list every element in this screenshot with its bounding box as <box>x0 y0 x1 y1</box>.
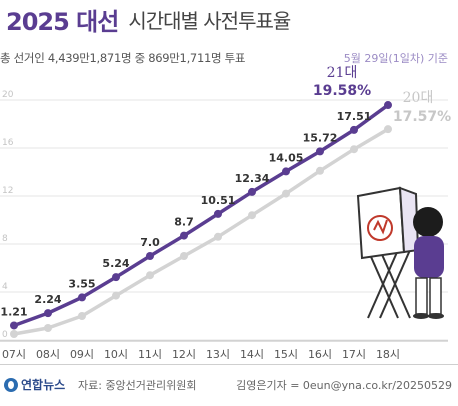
series-20-point <box>44 324 52 332</box>
series-20-end-value: 17.57% <box>393 109 451 125</box>
voting-booth-illustration <box>356 186 444 319</box>
y-tick-label: 8 <box>2 234 8 244</box>
x-tick-label: 14시 <box>240 348 264 361</box>
series-21-point <box>180 231 188 240</box>
series-21-point <box>214 209 222 218</box>
headline: 2025 대선 <box>6 7 119 36</box>
series-20-point <box>316 166 324 175</box>
series-21-point <box>78 293 86 302</box>
y-tick-label: 20 <box>2 90 14 100</box>
y-tick-label: 0 <box>2 330 8 340</box>
x-tick-label: 13시 <box>206 348 230 361</box>
series-21-data-label: 5.24 <box>102 257 129 270</box>
label-layer: 1.21 2.24 3.55 5.24 7.0 8.7 10.51 12.34 14.05 15.… <box>0 65 451 318</box>
x-tick-label: 17시 <box>342 348 366 361</box>
series-20-point <box>112 291 120 300</box>
yonhap-logo-icon <box>4 377 18 392</box>
subhead: 시간대별 사전투표율 <box>128 8 291 33</box>
x-tick-label: 07시 <box>2 348 26 361</box>
series-20-point <box>180 252 188 260</box>
x-axis: 07시 08시 09시 10시 11시 12시 13시 14시 15시 16시 17시 18시 <box>0 340 448 361</box>
series-20-point <box>10 330 18 338</box>
as-of-note: 5월 29일(1일차) 기준 <box>343 52 448 65</box>
series-21-data-label: 10.51 <box>201 194 236 207</box>
series-21-data-label: 7.0 <box>140 236 160 249</box>
series-21-point <box>146 252 154 260</box>
x-tick-label: 18시 <box>376 348 400 361</box>
series-20-point <box>78 312 86 320</box>
series-21-point <box>112 273 120 282</box>
x-tick-label: 15시 <box>274 348 298 361</box>
series-20-name: 20대 <box>403 90 434 106</box>
x-tick-label: 10시 <box>104 348 128 361</box>
turnout-line-chart: 0 4 8 12 16 20 1.21 2.24 3.55 5.24 7.0 8.7 10.51 12.… <box>0 65 451 361</box>
footer: 연합뉴스 자료: 중앙선거관리위원회 김영은기자 = 0eun@yna.co.k… <box>0 364 458 406</box>
series-20-line <box>13 127 389 336</box>
turnout-summary: 총 선거인 4,439만1,871명 중 869만1,711명 투표 <box>0 51 246 65</box>
y-tick-label: 12 <box>2 186 13 196</box>
series-20-point <box>384 125 392 134</box>
series-21-data-label: 15.72 <box>303 131 338 144</box>
x-tick-label: 08시 <box>36 348 60 361</box>
x-tick-label: 16시 <box>308 348 332 361</box>
series-20-point <box>248 211 256 220</box>
series-21-data-label: 3.55 <box>68 277 95 290</box>
data-source: 자료: 중앙선거관리위원회 <box>78 379 197 392</box>
series-21-data-label: 2.24 <box>34 293 61 306</box>
series-21-line <box>13 103 390 328</box>
series-21-data-label: 8.7 <box>174 216 194 229</box>
series-21-data-label: 14.05 <box>269 151 304 164</box>
series-21-data-label: 1.21 <box>0 305 27 318</box>
series-20-point <box>214 232 222 241</box>
title-line: 2025 대선 시간대별 사전투표율 <box>6 2 291 36</box>
x-tick-label: 09시 <box>70 348 94 361</box>
series-21-point <box>350 125 358 134</box>
series-21-point <box>316 147 324 156</box>
series-21-end-value: 19.58% <box>313 83 371 99</box>
brand-logo: 연합뉴스 <box>4 376 65 393</box>
brand-name: 연합뉴스 <box>21 378 66 392</box>
y-tick-label: 16 <box>2 138 14 148</box>
series-21-data-label: 17.51 <box>337 110 372 123</box>
credit-line: 김영은기자 = 0eun@yna.co.kr/20250529 <box>236 379 452 392</box>
series-20-point <box>146 271 154 280</box>
series-20-point <box>282 189 290 198</box>
y-tick-label: 4 <box>2 282 8 292</box>
series-20-point <box>350 145 358 154</box>
series-21-point <box>384 101 392 110</box>
series-layer <box>10 101 392 338</box>
x-tick-label: 11시 <box>138 348 162 361</box>
series-21-name: 21대 <box>327 65 358 81</box>
series-21-point <box>44 309 52 318</box>
series-21-point <box>282 167 290 176</box>
series-21-data-label: 12.34 <box>235 172 270 185</box>
series-21-point <box>248 187 256 196</box>
series-21-point <box>10 321 18 330</box>
x-tick-label: 12시 <box>172 348 196 361</box>
